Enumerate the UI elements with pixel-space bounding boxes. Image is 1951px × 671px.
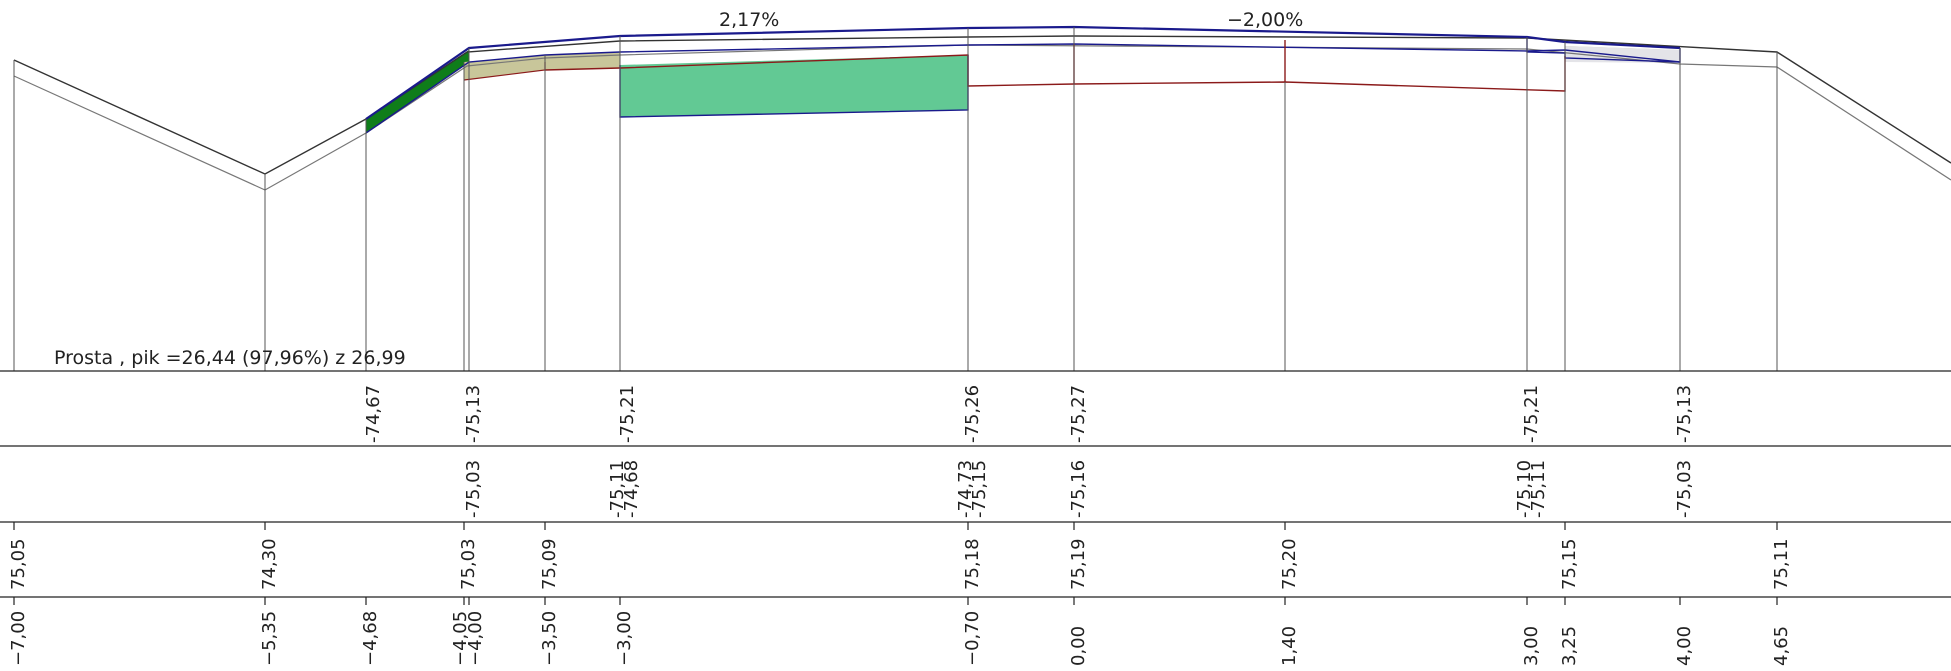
row1-label: -74,67 xyxy=(363,385,384,443)
row3-label: 75,19 xyxy=(1068,538,1089,590)
table-grid xyxy=(0,370,1951,598)
fill-light-green-area xyxy=(620,55,968,117)
row4-label: −5,35 xyxy=(259,611,280,666)
row4-label: −4,00 xyxy=(465,611,486,666)
row4-label: −3,00 xyxy=(614,611,635,666)
row3-label: 75,09 xyxy=(539,538,560,590)
row2-label: -75,10 xyxy=(1514,460,1535,518)
section-info-label: Prosta , pik =26,44 (97,96%) z 26,99 xyxy=(54,347,406,369)
fill-dark-green-area xyxy=(366,50,469,133)
row4-label: 4,65 xyxy=(1771,626,1792,666)
terrain-upper-line xyxy=(13,35,1951,175)
row4-label: −3,50 xyxy=(539,611,560,666)
terrain-lower-line xyxy=(13,44,1951,191)
row4-label: 3,25 xyxy=(1559,626,1580,666)
row4-label: 0,00 xyxy=(1068,626,1089,666)
subgrade-line xyxy=(544,54,1566,92)
row1-label: -75,26 xyxy=(962,385,983,443)
row4-label: −0,70 xyxy=(962,611,983,666)
row4-label: 3,00 xyxy=(1521,626,1542,666)
row3-label: 74,30 xyxy=(259,538,280,590)
row2-label: -74,73 xyxy=(955,460,976,518)
row4-label: 4,00 xyxy=(1674,626,1695,666)
row2-label: -74,68 xyxy=(621,460,642,518)
row1-label: -75,13 xyxy=(463,385,484,443)
row3-label: 75,18 xyxy=(962,538,983,590)
row1-label: -75,21 xyxy=(1521,385,1542,443)
row1-label: -75,27 xyxy=(1068,385,1089,443)
row3-label: 75,20 xyxy=(1279,538,1300,590)
row2-label: -75,03 xyxy=(463,460,484,518)
slope-right-label: −2,00% xyxy=(1227,9,1303,31)
row3-label: 75,15 xyxy=(1559,538,1580,590)
station-lines xyxy=(13,27,1778,371)
row2-label: -75,11 xyxy=(1528,460,1549,518)
row2-label: -75,16 xyxy=(1068,460,1089,518)
design-surface-line xyxy=(365,25,1681,120)
row3-label: 75,03 xyxy=(458,538,479,590)
row4-label: 1,40 xyxy=(1279,626,1300,666)
row-ticks xyxy=(13,522,1778,605)
slope-left-label: 2,17% xyxy=(719,9,779,31)
row1-label: -75,13 xyxy=(1674,385,1695,443)
row4-label: −7,00 xyxy=(8,611,29,666)
row4-label: −4,68 xyxy=(360,611,381,666)
row2-label: -75,11 xyxy=(607,460,628,518)
row2-label: -75,15 xyxy=(969,460,990,518)
row2-label: -75,03 xyxy=(1674,460,1695,518)
row1-label: -75,21 xyxy=(617,385,638,443)
row3-label: 75,11 xyxy=(1771,538,1792,590)
row4-label: −4,05 xyxy=(450,611,471,666)
row3-label: 75,05 xyxy=(8,538,29,590)
